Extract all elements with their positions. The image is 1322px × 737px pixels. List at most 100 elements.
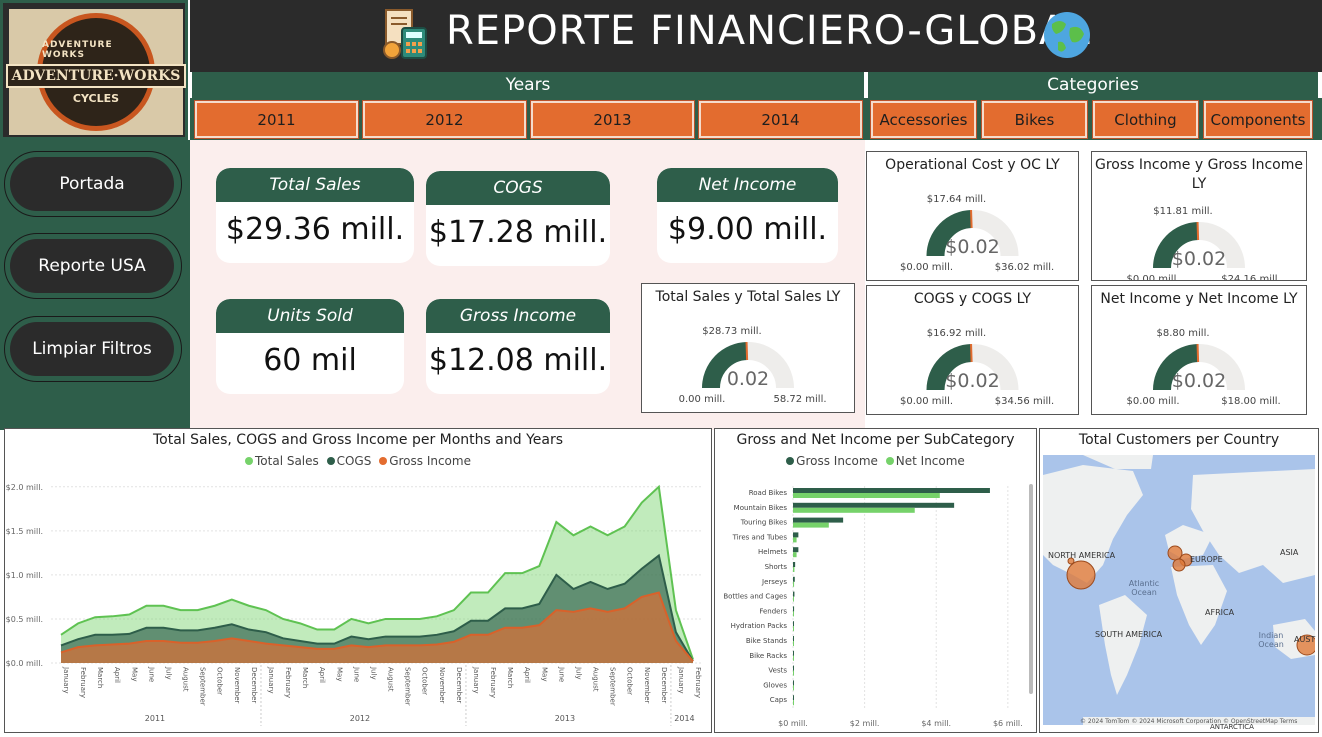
bubble-australia[interactable] (1296, 634, 1315, 656)
category-bikes-button[interactable]: Bikes (981, 100, 1088, 139)
bar-gross-income[interactable] (793, 488, 990, 493)
x-tick-month: July (369, 666, 377, 680)
bar-net-income[interactable] (793, 655, 794, 661)
gauge-cogs: COGS y COGS LY $16.92 mill. $0.02 $0.00 mil… (866, 285, 1079, 415)
bar-net-income[interactable] (793, 641, 794, 646)
gauge-graphic: $8.80 mill. $0.02 $0.00 mill. $18.00 mill. (1126, 328, 1280, 407)
gauge-target-label: $17.64 mill. (927, 194, 986, 205)
area-gross-income[interactable] (61, 592, 693, 663)
x-tick-month: February (284, 667, 292, 698)
gauge-min-label: $0.00 mill. (900, 262, 953, 273)
bar-net-income[interactable] (793, 567, 795, 572)
kpi-total-sales-value: $29.36 mill. (225, 212, 405, 247)
bar-gross-income[interactable] (793, 532, 799, 538)
gauge-title: Net Income y Net Income LY (1100, 291, 1298, 307)
kpi-total-sales-label: Total Sales (216, 168, 414, 202)
x-tick-label: $4 mill. (921, 719, 951, 728)
x-tick-month: August (592, 667, 600, 692)
kpi-cogs-card: COGS $17.28 mill. (426, 171, 610, 266)
x-tick-month: November (233, 667, 241, 704)
bar-gross-income[interactable] (793, 650, 794, 656)
gauge-total-sales: Total Sales y Total Sales LY $28.73 mill.… (641, 283, 855, 413)
x-tick-month: June (557, 666, 565, 682)
gauge-target-label: $11.81 mill. (1153, 206, 1212, 217)
bar-gross-income[interactable] (793, 680, 794, 686)
bar-chart[interactable]: $0 mill. $2 mill. $4 mill. $6 mill. Road Bik… (715, 470, 1036, 732)
x-tick-month: May (540, 667, 548, 681)
bar-net-income[interactable] (793, 581, 795, 587)
bubble-usa[interactable] (1066, 560, 1096, 590)
portada-button[interactable]: Portada (10, 157, 174, 211)
bar-gross-income[interactable] (793, 517, 844, 523)
category-label: Touring Bikes (740, 519, 788, 527)
bar-net-income[interactable] (793, 522, 829, 528)
kpi-net-income-label: Net Income (657, 168, 838, 202)
x-tick-month: August (387, 667, 395, 692)
kpi-gross-income-label: Gross Income (426, 299, 610, 333)
bar-gross-income[interactable] (793, 636, 794, 641)
category-components-button[interactable]: Components (1203, 100, 1313, 139)
x-tick-month: February (694, 667, 702, 698)
gauge-fill (1153, 344, 1199, 391)
category-label: Bottles and Cages (723, 593, 787, 601)
gauge-graphic: $16.92 mill. $0.02 $0.00 mill. $34.56 mill. (900, 328, 1054, 407)
category-label: Hydration Packs (731, 622, 788, 630)
bar-chart-title: Gross and Net Income per SubCategory (736, 432, 1015, 448)
bar-gross-income[interactable] (793, 502, 955, 508)
gauge-fill (926, 210, 973, 257)
map-label-aust: AUST (1294, 635, 1316, 644)
bubble-canada[interactable] (1067, 557, 1075, 565)
scrollbar[interactable] (1029, 484, 1033, 694)
bar-net-income[interactable] (793, 507, 915, 513)
bar-net-income[interactable] (793, 670, 794, 676)
bar-gross-income[interactable] (793, 665, 794, 671)
y-tick-label: $1.0 mill. (6, 571, 43, 580)
bar-net-income[interactable] (793, 537, 797, 543)
nav-portada-frame: Portada (4, 151, 182, 217)
bar-net-income[interactable] (793, 596, 794, 602)
gauge-fill (702, 342, 748, 389)
x-tick-year: 2013 (555, 714, 575, 723)
bar-chart-panel: Gross and Net Income per SubCategory Gro… (714, 428, 1037, 733)
bar-net-income[interactable] (793, 493, 940, 498)
bar-net-income[interactable] (793, 552, 797, 558)
legend-total-sales: Total Sales (255, 454, 319, 468)
reporte-usa-button[interactable]: Reporte USA (10, 239, 174, 293)
bar-gross-income[interactable] (793, 576, 795, 582)
x-tick-month: March (96, 667, 104, 688)
year-2013-button[interactable]: 2013 (530, 100, 695, 139)
bar-gross-income[interactable] (793, 562, 796, 567)
bar-net-income[interactable] (793, 611, 794, 617)
gauge-max-label: 58.72 mill. (773, 394, 826, 405)
bar-net-income[interactable] (793, 626, 794, 632)
gauge-title: Total Sales y Total Sales LY (655, 289, 841, 305)
map-label-indian: Indian Ocean (1258, 631, 1284, 649)
world-map[interactable] (1043, 455, 1315, 725)
bar-gross-income[interactable] (793, 606, 795, 612)
area-chart-title: Total Sales, COGS and Gross Income per M… (153, 432, 563, 448)
category-label: Shorts (765, 563, 788, 571)
year-2012-button[interactable]: 2012 (362, 100, 527, 139)
year-2014-button[interactable]: 2014 (698, 100, 863, 139)
gauge-max-label: $36.02 mill. (995, 262, 1054, 273)
bar-gross-income[interactable] (793, 695, 794, 701)
year-2011-button[interactable]: 2011 (194, 100, 359, 139)
bar-gross-income[interactable] (793, 591, 795, 597)
limpiar-filtros-button[interactable]: Limpiar Filtros (10, 322, 174, 376)
gauge-graphic: $11.81 mill. $0.02 $0.00 mill. $24.16 mill. (1126, 206, 1280, 280)
area-chart[interactable]: $0.0 mill. $0.5 mill. $1.0 mill. $1.5 mill.… (5, 470, 711, 732)
legend-gross-income: Gross Income (389, 454, 471, 468)
navigation-panel: Portada Reporte USA Limpiar Filtros (0, 140, 190, 430)
bar-net-income[interactable] (793, 700, 794, 706)
gauge-min-label: 0.00 mill. (679, 394, 726, 405)
category-label: Bike Racks (749, 652, 787, 660)
category-accessories-button[interactable]: Accessories (870, 100, 977, 139)
x-tick-year: 2014 (674, 714, 694, 723)
bar-gross-income[interactable] (793, 621, 794, 627)
bar-net-income[interactable] (793, 685, 794, 691)
y-tick-label: $2.0 mill. (6, 483, 43, 492)
bar-gross-income[interactable] (793, 547, 799, 553)
bubble-france[interactable] (1172, 558, 1186, 572)
category-clothing-button[interactable]: Clothing (1092, 100, 1199, 139)
category-label: Tires and Tubes (732, 533, 788, 541)
